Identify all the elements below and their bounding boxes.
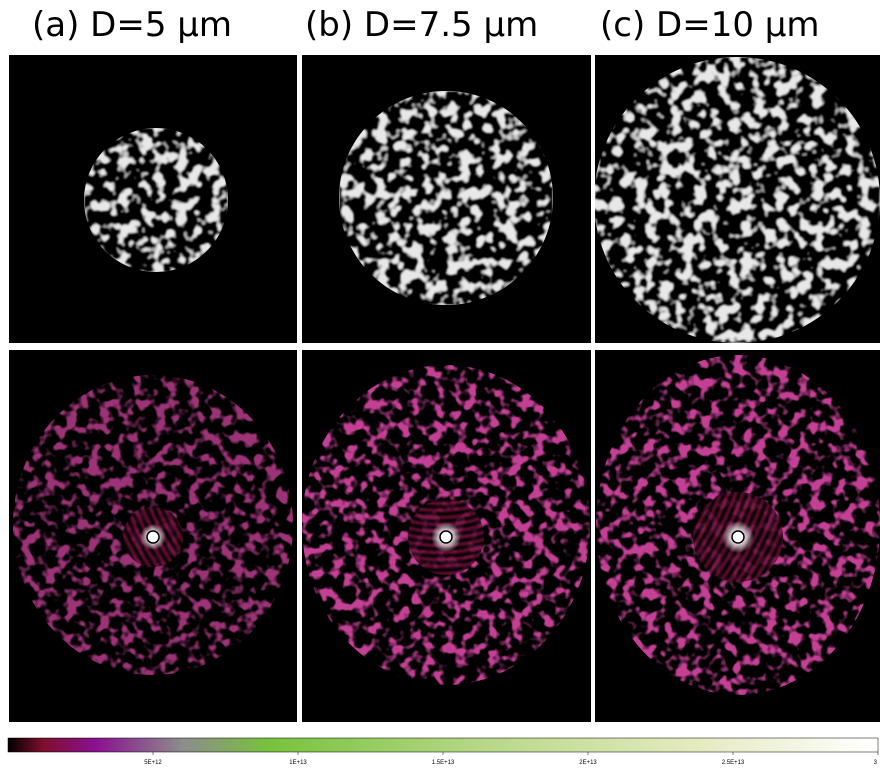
colorbar-tick-label: 2.5E+13 <box>722 760 745 766</box>
colorbar-tick-label: 1.5E+13 <box>432 760 455 766</box>
sample-images <box>9 55 880 343</box>
panel-title: (a) D=5 μm <box>32 5 232 45</box>
colorbar-ticks: 5E+12 1E+13 1.5E+13 2E+13 2.5E+13 3 <box>144 752 879 766</box>
colorbar-tick-label: 1E+13 <box>289 760 307 766</box>
diffraction-images <box>9 350 880 722</box>
colorbar-tick-label: 2E+13 <box>579 760 597 766</box>
panel-title: (b) D=7.5 μm <box>305 5 538 45</box>
colorbar <box>7 737 879 753</box>
colorbar-tick-label: 5E+12 <box>144 760 162 766</box>
panel-title: (c) D=10 μm <box>600 5 820 45</box>
colorbar-tick-label: 3 <box>874 760 878 766</box>
